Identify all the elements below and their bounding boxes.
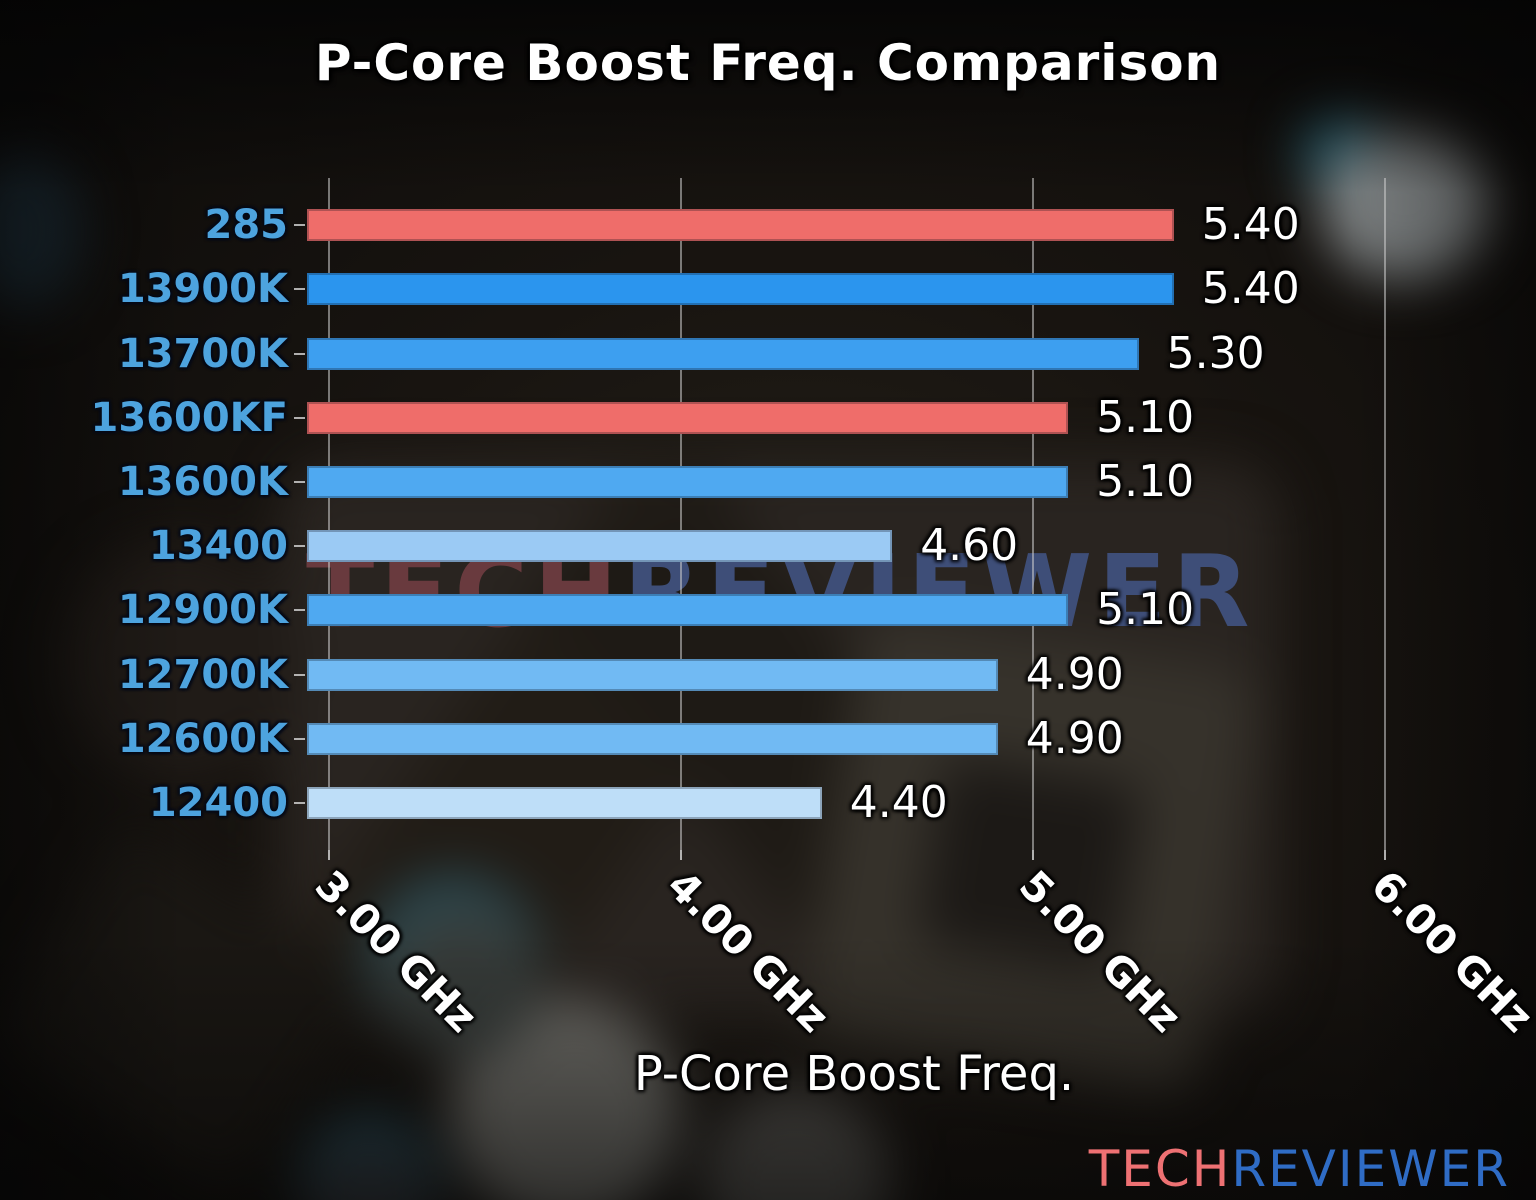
bar-13600k bbox=[307, 465, 1069, 498]
bar-13900k bbox=[307, 273, 1174, 306]
gridline bbox=[680, 178, 682, 850]
x-tick-mark bbox=[1032, 850, 1034, 860]
logo-tech: TECH bbox=[1088, 1140, 1232, 1198]
gridline bbox=[1032, 178, 1034, 850]
chart-title: P-Core Boost Freq. Comparison bbox=[314, 34, 1222, 92]
y-tick-mark bbox=[294, 545, 305, 548]
x-tick-label: 3.00 GHz bbox=[305, 861, 487, 1042]
brand-logo: TECHREVIEWER bbox=[1089, 1144, 1510, 1194]
category-label-12700k: 12700K bbox=[117, 651, 288, 698]
value-label-13700k: 5.30 bbox=[1166, 327, 1265, 379]
y-tick-mark bbox=[294, 416, 305, 419]
value-label-12900k: 5.10 bbox=[1096, 584, 1195, 636]
category-label-12900k: 12900K bbox=[117, 587, 288, 634]
value-label-13600k: 5.10 bbox=[1096, 455, 1195, 507]
plot-area: 5.40 5.40 5.30 5.10 5.10 4.60 5.10 4.90 4.90 4.40 bbox=[294, 178, 1467, 860]
x-axis-title: P-Core Boost Freq. bbox=[633, 1046, 1075, 1102]
category-labels: 285 13900K 13700K 13600KF 13600K 13400 12900K 1… bbox=[0, 178, 288, 850]
y-tick-mark bbox=[294, 224, 305, 227]
value-label-285: 5.40 bbox=[1201, 199, 1300, 251]
bar-13600kf bbox=[307, 401, 1069, 434]
value-label-13600kf: 5.10 bbox=[1096, 391, 1195, 443]
x-tick-mark bbox=[1384, 850, 1386, 860]
y-tick-mark bbox=[294, 737, 305, 740]
y-tick-mark bbox=[294, 673, 305, 676]
category-label-12600k: 12600K bbox=[117, 715, 288, 762]
category-label-13900k: 13900K bbox=[117, 266, 288, 313]
category-label-13600k: 13600K bbox=[117, 458, 288, 505]
y-tick-mark bbox=[294, 352, 305, 355]
value-label-13400: 4.60 bbox=[920, 520, 1019, 572]
category-label-285: 285 bbox=[204, 202, 289, 249]
x-tick-mark bbox=[328, 850, 330, 860]
value-label-12700k: 4.90 bbox=[1025, 648, 1124, 700]
y-tick-mark bbox=[294, 609, 305, 612]
x-tick-label: 4.00 GHz bbox=[657, 861, 839, 1042]
value-label-13900k: 5.40 bbox=[1201, 263, 1300, 315]
bar-285 bbox=[307, 209, 1174, 242]
x-tick-mark bbox=[680, 850, 682, 860]
y-tick-mark bbox=[294, 801, 305, 804]
bar-12600k bbox=[307, 722, 998, 755]
bar-12400 bbox=[307, 786, 822, 819]
y-tick-mark bbox=[294, 288, 305, 291]
category-label-13400: 13400 bbox=[148, 523, 288, 570]
bar-12900k bbox=[307, 594, 1069, 627]
bar-13400 bbox=[307, 530, 893, 563]
category-label-13600kf: 13600KF bbox=[90, 394, 288, 441]
logo-reviewer: REVIEWER bbox=[1231, 1140, 1510, 1198]
x-tick-labels: 3.00 GHz 4.00 GHz 5.00 GHz 6.00 GHz bbox=[305, 850, 1536, 1070]
value-label-12600k: 4.90 bbox=[1025, 712, 1124, 764]
x-tick-label: 5.00 GHz bbox=[1009, 861, 1191, 1042]
category-label-13700k: 13700K bbox=[117, 330, 288, 377]
category-label-12400: 12400 bbox=[148, 779, 288, 826]
bar-13700k bbox=[307, 337, 1139, 370]
y-tick-mark bbox=[294, 480, 305, 483]
gridline bbox=[328, 178, 330, 850]
bar-12700k bbox=[307, 658, 998, 691]
value-label-12400: 4.40 bbox=[849, 776, 948, 828]
gridline bbox=[1384, 178, 1386, 850]
